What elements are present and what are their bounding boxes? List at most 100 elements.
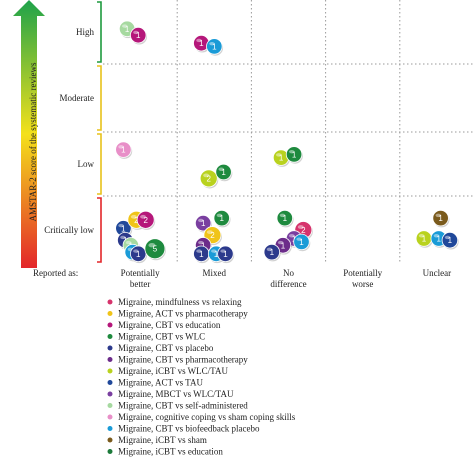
bubble-count-label: 2 bbox=[301, 226, 306, 235]
bubble-count-label: 1 bbox=[136, 31, 141, 40]
bubble-count-label: 1 bbox=[201, 219, 206, 228]
legend-label: Migraine, CBT vs education bbox=[118, 320, 221, 330]
bubble: 1 bbox=[213, 209, 231, 228]
legend-marker bbox=[107, 299, 113, 305]
bubble-count-label: 2 bbox=[134, 216, 139, 225]
legend-item: Migraine, CBT vs pharmacotherapy bbox=[107, 355, 248, 365]
amstar-score-arrow bbox=[13, 0, 45, 268]
bubble-count-label: 1 bbox=[219, 214, 224, 223]
bubble-count-label: 2 bbox=[207, 174, 212, 183]
bubble-count-label: 1 bbox=[223, 250, 228, 259]
legend-label: Migraine, iCBT vs WLC/TAU bbox=[118, 366, 228, 376]
bubble: 1 bbox=[115, 141, 133, 159]
bubble: 1 bbox=[215, 163, 233, 182]
legend-marker bbox=[107, 311, 113, 316]
bubble: 1 bbox=[130, 27, 148, 45]
x-tick-no-difference: No difference bbox=[270, 268, 306, 289]
y-tick-low: Low bbox=[78, 159, 95, 169]
bubbles: 1111121111221111511211111211111111 bbox=[115, 20, 459, 264]
bubble-count-label: 1 bbox=[292, 150, 297, 159]
y-tick-moderate: Moderate bbox=[60, 93, 94, 103]
legend-item: Migraine, CBT vs WLC bbox=[107, 332, 205, 342]
row-brackets bbox=[97, 1, 102, 263]
y-axis-label: AMSTAR-2 score of the systematic reviews bbox=[28, 62, 38, 221]
bubble: 1 bbox=[194, 214, 212, 233]
bubble-count-label: 1 bbox=[437, 235, 442, 244]
row-bracket bbox=[97, 133, 102, 195]
bubble-count-label: 1 bbox=[214, 250, 219, 259]
bubble-count-label: 1 bbox=[299, 238, 304, 247]
bubble: 1 bbox=[115, 220, 133, 238]
legend-label: Migraine, ACT vs TAU bbox=[118, 378, 203, 388]
bubble: 1 bbox=[130, 245, 148, 264]
legend-item: Migraine, mindfulness vs relaxing bbox=[107, 297, 242, 307]
legend-label: Migraine, CBT vs self-administered bbox=[118, 401, 248, 411]
legend-label: Migraine, CBT vs biofeedback placebo bbox=[118, 424, 260, 434]
legend-item: Migraine, MBCT vs WLC/TAU bbox=[107, 389, 234, 399]
bubble: 1 bbox=[263, 243, 281, 262]
bubble-count-label: 5 bbox=[153, 245, 158, 254]
bubble-count-label: 1 bbox=[121, 224, 126, 233]
legend-item: Migraine, CBT vs self-administered bbox=[107, 401, 248, 411]
legend-marker bbox=[107, 414, 113, 420]
legend-label: Migraine, MBCT vs WLC/TAU bbox=[118, 389, 234, 399]
row-bracket bbox=[97, 1, 102, 63]
legend-marker bbox=[107, 403, 113, 408]
legend-marker bbox=[107, 345, 113, 351]
legend-marker bbox=[107, 391, 113, 397]
bubble: 1 bbox=[415, 230, 433, 248]
row-bracket bbox=[97, 197, 102, 263]
legend-label: Migraine, cognitive coping vs sham copin… bbox=[118, 412, 296, 422]
row-bracket bbox=[97, 65, 102, 131]
bubble-count-label: 1 bbox=[422, 235, 427, 244]
bubble-count-label: 1 bbox=[212, 42, 217, 51]
y-tick-high: High bbox=[76, 27, 95, 37]
legend-item: Migraine, CBT vs biofeedback placebo bbox=[107, 424, 260, 434]
bubble-count-label: 1 bbox=[279, 154, 284, 163]
bubble: 1 bbox=[441, 231, 459, 250]
legend-item: Migraine, CBT vs education bbox=[107, 320, 221, 330]
bubble-count-label: 1 bbox=[281, 241, 286, 250]
legend-label: Migraine, CBT vs placebo bbox=[118, 343, 214, 353]
legend-marker bbox=[107, 357, 113, 362]
y-tick-critically-low: Critically low bbox=[44, 225, 94, 235]
bubble: 1 bbox=[193, 245, 211, 264]
bubble-count-label: 2 bbox=[143, 216, 148, 225]
x-tick-potentially-worse: Potentially worse bbox=[343, 268, 382, 289]
bubble-count-label: 2 bbox=[210, 231, 215, 240]
legend-marker bbox=[107, 380, 113, 385]
x-axis-prefix: Reported as: bbox=[33, 268, 78, 278]
legend-item: Migraine, iCBT vs WLC/TAU bbox=[107, 366, 228, 376]
bubble-count-label: 1 bbox=[438, 214, 443, 223]
legend-marker bbox=[107, 368, 113, 374]
x-tick-labels: Potentially better Mixed No difference Potent… bbox=[121, 268, 452, 289]
legend-marker bbox=[107, 437, 113, 443]
legend-label: Migraine, CBT vs pharmacotherapy bbox=[118, 355, 248, 365]
legend-item: Migraine, ACT vs pharmacotherapy bbox=[107, 309, 248, 319]
bubble-count-label: 1 bbox=[136, 250, 141, 259]
legend-item: Migraine, iCBT vs education bbox=[107, 447, 223, 457]
legend-label: Migraine, mindfulness vs relaxing bbox=[118, 297, 242, 307]
bubble-count-label: 1 bbox=[201, 241, 206, 250]
bubble: 2 bbox=[199, 169, 219, 189]
legend-item: Migraine, cognitive coping vs sham copin… bbox=[107, 412, 296, 422]
bubble: 2 bbox=[203, 226, 222, 246]
legend-marker bbox=[107, 426, 113, 431]
grid bbox=[103, 0, 474, 264]
bubble: 1 bbox=[432, 209, 450, 228]
bubble-count-label: 1 bbox=[199, 250, 204, 259]
legend-marker bbox=[107, 334, 113, 339]
bubble-count-label: 1 bbox=[283, 214, 288, 223]
bubble-count-label: 1 bbox=[221, 168, 226, 177]
bubble: 1 bbox=[285, 146, 303, 164]
legend-item: Migraine, ACT vs TAU bbox=[107, 378, 203, 388]
bubble-count-label: 1 bbox=[121, 146, 126, 155]
bubble-count-label: 1 bbox=[448, 236, 453, 245]
legend-label: Migraine, CBT vs WLC bbox=[118, 332, 205, 342]
legend: Migraine, mindfulness vs relaxing Migrain… bbox=[107, 297, 296, 457]
bubble-count-label: 1 bbox=[270, 248, 275, 257]
x-tick-mixed: Mixed bbox=[203, 268, 227, 278]
legend-item: Migraine, CBT vs placebo bbox=[107, 343, 214, 353]
legend-label: Migraine, ACT vs pharmacotherapy bbox=[118, 309, 248, 319]
legend-marker bbox=[107, 322, 113, 328]
